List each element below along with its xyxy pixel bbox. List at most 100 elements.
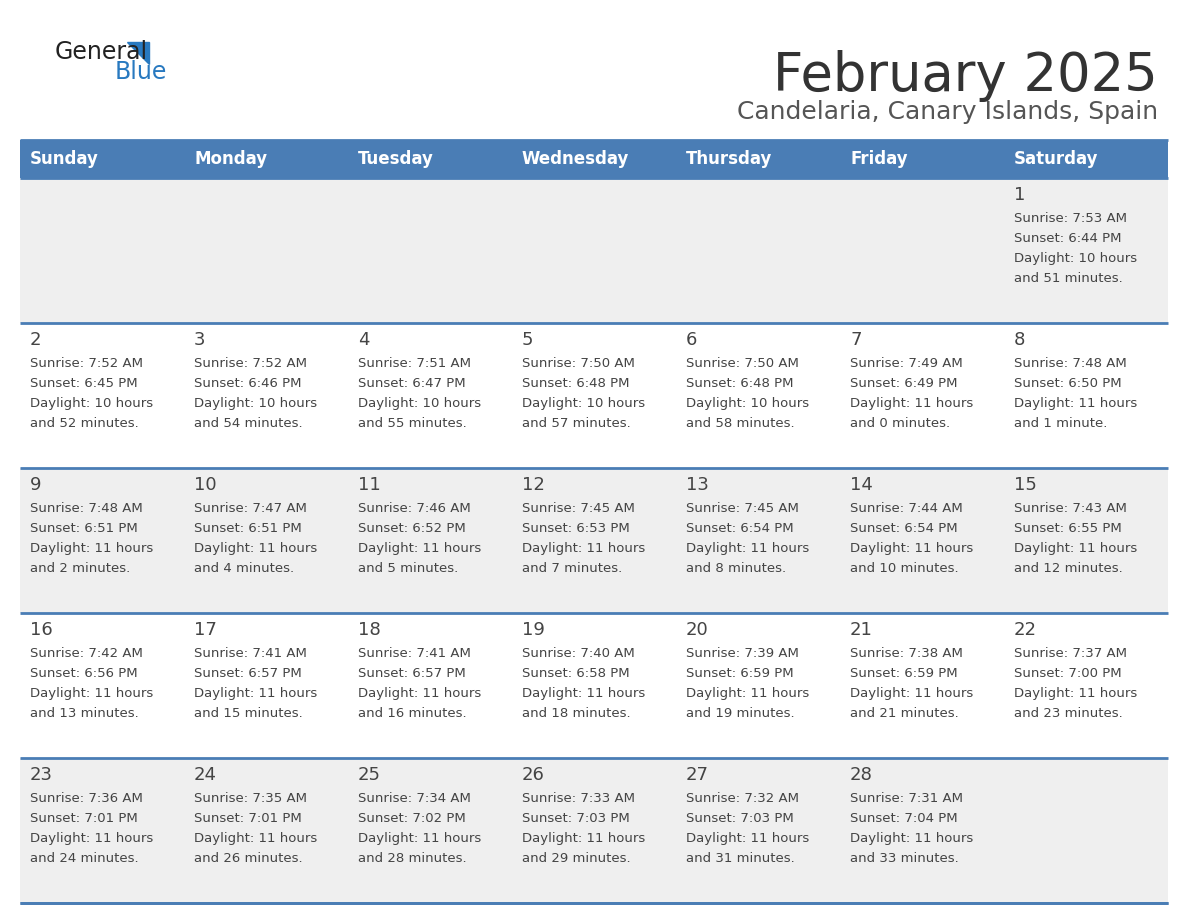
Text: Sunset: 7:00 PM: Sunset: 7:00 PM: [1015, 667, 1121, 680]
Text: and 5 minutes.: and 5 minutes.: [358, 562, 459, 575]
Text: Sunrise: 7:40 AM: Sunrise: 7:40 AM: [522, 647, 634, 660]
Text: 2: 2: [30, 331, 42, 349]
Text: Daylight: 11 hours: Daylight: 11 hours: [194, 832, 317, 845]
Text: Sunrise: 7:41 AM: Sunrise: 7:41 AM: [358, 647, 470, 660]
Text: Sunset: 6:46 PM: Sunset: 6:46 PM: [194, 377, 302, 390]
Text: Daylight: 10 hours: Daylight: 10 hours: [1015, 252, 1137, 265]
Text: Daylight: 11 hours: Daylight: 11 hours: [1015, 542, 1137, 555]
Text: Daylight: 11 hours: Daylight: 11 hours: [685, 687, 809, 700]
Text: and 0 minutes.: and 0 minutes.: [849, 417, 950, 430]
Text: Sunset: 6:55 PM: Sunset: 6:55 PM: [1015, 522, 1121, 535]
Text: Sunrise: 7:52 AM: Sunrise: 7:52 AM: [30, 357, 143, 370]
Text: and 15 minutes.: and 15 minutes.: [194, 707, 303, 720]
Text: and 24 minutes.: and 24 minutes.: [30, 852, 139, 865]
Text: Sunrise: 7:53 AM: Sunrise: 7:53 AM: [1015, 212, 1127, 225]
Text: Sunset: 6:57 PM: Sunset: 6:57 PM: [194, 667, 302, 680]
Text: Daylight: 11 hours: Daylight: 11 hours: [358, 542, 481, 555]
Text: 27: 27: [685, 766, 709, 784]
Text: Daylight: 11 hours: Daylight: 11 hours: [358, 687, 481, 700]
Bar: [20, 613, 1168, 758]
Text: Daylight: 11 hours: Daylight: 11 hours: [194, 687, 317, 700]
Text: 28: 28: [849, 766, 873, 784]
Text: 25: 25: [358, 766, 381, 784]
Text: and 54 minutes.: and 54 minutes.: [194, 417, 303, 430]
Text: 19: 19: [522, 621, 545, 639]
Text: and 57 minutes.: and 57 minutes.: [522, 417, 631, 430]
Text: Sunset: 6:48 PM: Sunset: 6:48 PM: [685, 377, 794, 390]
Bar: [20, 178, 1168, 323]
Text: Daylight: 10 hours: Daylight: 10 hours: [522, 397, 645, 410]
Text: Daylight: 11 hours: Daylight: 11 hours: [1015, 687, 1137, 700]
Text: 8: 8: [1015, 331, 1025, 349]
Text: Sunrise: 7:48 AM: Sunrise: 7:48 AM: [1015, 357, 1126, 370]
Text: Daylight: 11 hours: Daylight: 11 hours: [30, 687, 153, 700]
Text: and 58 minutes.: and 58 minutes.: [685, 417, 795, 430]
Text: Sunrise: 7:50 AM: Sunrise: 7:50 AM: [522, 357, 634, 370]
Text: and 31 minutes.: and 31 minutes.: [685, 852, 795, 865]
Text: and 29 minutes.: and 29 minutes.: [522, 852, 631, 865]
Text: and 4 minutes.: and 4 minutes.: [194, 562, 295, 575]
Text: 11: 11: [358, 476, 380, 494]
Text: 20: 20: [685, 621, 709, 639]
Text: Candelaria, Canary Islands, Spain: Candelaria, Canary Islands, Spain: [737, 100, 1158, 124]
Text: and 1 minute.: and 1 minute.: [1015, 417, 1107, 430]
Text: 1: 1: [1015, 186, 1025, 204]
Text: 7: 7: [849, 331, 861, 349]
Text: Sunset: 7:01 PM: Sunset: 7:01 PM: [30, 812, 138, 825]
Text: Daylight: 11 hours: Daylight: 11 hours: [358, 832, 481, 845]
Text: Daylight: 10 hours: Daylight: 10 hours: [194, 397, 317, 410]
Text: Sunrise: 7:41 AM: Sunrise: 7:41 AM: [194, 647, 307, 660]
Text: Sunrise: 7:37 AM: Sunrise: 7:37 AM: [1015, 647, 1127, 660]
Text: Sunrise: 7:45 AM: Sunrise: 7:45 AM: [685, 502, 798, 515]
Text: Sunset: 7:03 PM: Sunset: 7:03 PM: [522, 812, 630, 825]
Text: 18: 18: [358, 621, 380, 639]
Text: Sunset: 6:51 PM: Sunset: 6:51 PM: [194, 522, 302, 535]
Bar: [20, 323, 1168, 468]
Text: Sunrise: 7:52 AM: Sunrise: 7:52 AM: [194, 357, 307, 370]
Text: and 12 minutes.: and 12 minutes.: [1015, 562, 1123, 575]
Text: Sunset: 6:57 PM: Sunset: 6:57 PM: [358, 667, 466, 680]
Text: Daylight: 11 hours: Daylight: 11 hours: [1015, 397, 1137, 410]
Text: 17: 17: [194, 621, 217, 639]
Text: Sunset: 6:59 PM: Sunset: 6:59 PM: [849, 667, 958, 680]
Text: Wednesday: Wednesday: [522, 150, 630, 168]
Text: Sunrise: 7:35 AM: Sunrise: 7:35 AM: [194, 792, 307, 805]
Text: 6: 6: [685, 331, 697, 349]
Text: 26: 26: [522, 766, 545, 784]
Text: 9: 9: [30, 476, 42, 494]
Text: 15: 15: [1015, 476, 1037, 494]
Text: and 21 minutes.: and 21 minutes.: [849, 707, 959, 720]
Text: 24: 24: [194, 766, 217, 784]
Text: Sunrise: 7:32 AM: Sunrise: 7:32 AM: [685, 792, 800, 805]
Text: Sunrise: 7:39 AM: Sunrise: 7:39 AM: [685, 647, 798, 660]
Text: Daylight: 11 hours: Daylight: 11 hours: [685, 832, 809, 845]
Text: Sunrise: 7:36 AM: Sunrise: 7:36 AM: [30, 792, 143, 805]
Text: Monday: Monday: [194, 150, 267, 168]
Text: Daylight: 11 hours: Daylight: 11 hours: [30, 542, 153, 555]
Text: Sunrise: 7:48 AM: Sunrise: 7:48 AM: [30, 502, 143, 515]
Text: Sunset: 6:52 PM: Sunset: 6:52 PM: [358, 522, 466, 535]
Text: Sunrise: 7:33 AM: Sunrise: 7:33 AM: [522, 792, 636, 805]
Text: Sunday: Sunday: [30, 150, 99, 168]
Text: Sunset: 6:44 PM: Sunset: 6:44 PM: [1015, 232, 1121, 245]
Text: Daylight: 11 hours: Daylight: 11 hours: [522, 542, 645, 555]
Text: Sunrise: 7:51 AM: Sunrise: 7:51 AM: [358, 357, 470, 370]
Text: and 33 minutes.: and 33 minutes.: [849, 852, 959, 865]
Text: and 13 minutes.: and 13 minutes.: [30, 707, 139, 720]
Text: Daylight: 11 hours: Daylight: 11 hours: [30, 832, 153, 845]
Text: and 8 minutes.: and 8 minutes.: [685, 562, 786, 575]
Text: Thursday: Thursday: [685, 150, 772, 168]
Text: Tuesday: Tuesday: [358, 150, 434, 168]
Text: Sunrise: 7:49 AM: Sunrise: 7:49 AM: [849, 357, 962, 370]
Text: Sunrise: 7:34 AM: Sunrise: 7:34 AM: [358, 792, 470, 805]
Text: Daylight: 11 hours: Daylight: 11 hours: [522, 832, 645, 845]
Text: Sunset: 6:54 PM: Sunset: 6:54 PM: [685, 522, 794, 535]
Text: Daylight: 10 hours: Daylight: 10 hours: [30, 397, 153, 410]
Text: Sunset: 6:58 PM: Sunset: 6:58 PM: [522, 667, 630, 680]
Text: Sunset: 7:01 PM: Sunset: 7:01 PM: [194, 812, 302, 825]
Text: 3: 3: [194, 331, 206, 349]
Text: Daylight: 11 hours: Daylight: 11 hours: [849, 542, 973, 555]
Text: Sunrise: 7:47 AM: Sunrise: 7:47 AM: [194, 502, 307, 515]
Text: Blue: Blue: [115, 60, 168, 84]
Text: and 55 minutes.: and 55 minutes.: [358, 417, 467, 430]
